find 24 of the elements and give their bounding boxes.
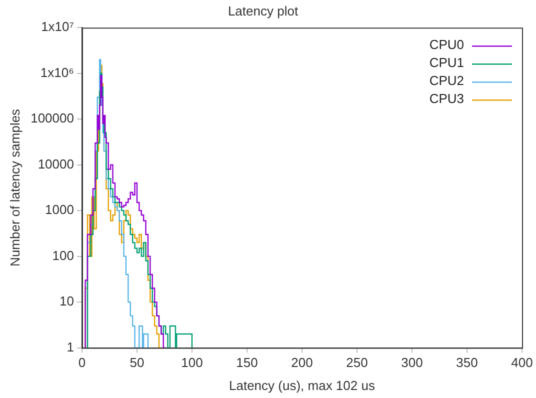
- y-axis-title: Number of latency samples: [7, 108, 22, 266]
- x-tick-label: 0: [78, 355, 86, 370]
- y-tick-label: 1x10⁶: [40, 64, 74, 80]
- x-tick-label: 200: [291, 355, 313, 370]
- y-tick-label: 1x10⁷: [41, 19, 74, 34]
- y-tick-label: 10000: [38, 156, 74, 172]
- x-tick-label: 300: [401, 355, 423, 370]
- legend-label: CPU3: [429, 91, 464, 106]
- legend-label: CPU0: [429, 37, 464, 52]
- legend-label: CPU2: [429, 73, 464, 88]
- x-tick-label: 250: [346, 355, 368, 370]
- y-tick-label: 1: [66, 339, 74, 354]
- y-tick-label: 1000: [45, 202, 74, 218]
- x-tick-label: 100: [181, 355, 203, 370]
- x-tick-label: 150: [236, 355, 258, 370]
- x-axis-title: Latency (us), max 102 us: [229, 378, 376, 393]
- y-tick-label: 100000: [30, 110, 74, 126]
- x-tick-label: 350: [456, 355, 478, 370]
- y-tick-label: 100: [52, 248, 74, 263]
- chart-title: Latency plot: [228, 3, 298, 18]
- legend-label: CPU1: [429, 55, 464, 70]
- x-tick-label: 50: [130, 355, 144, 370]
- x-tick-label: 400: [511, 355, 533, 370]
- y-tick-label: 10: [60, 294, 74, 309]
